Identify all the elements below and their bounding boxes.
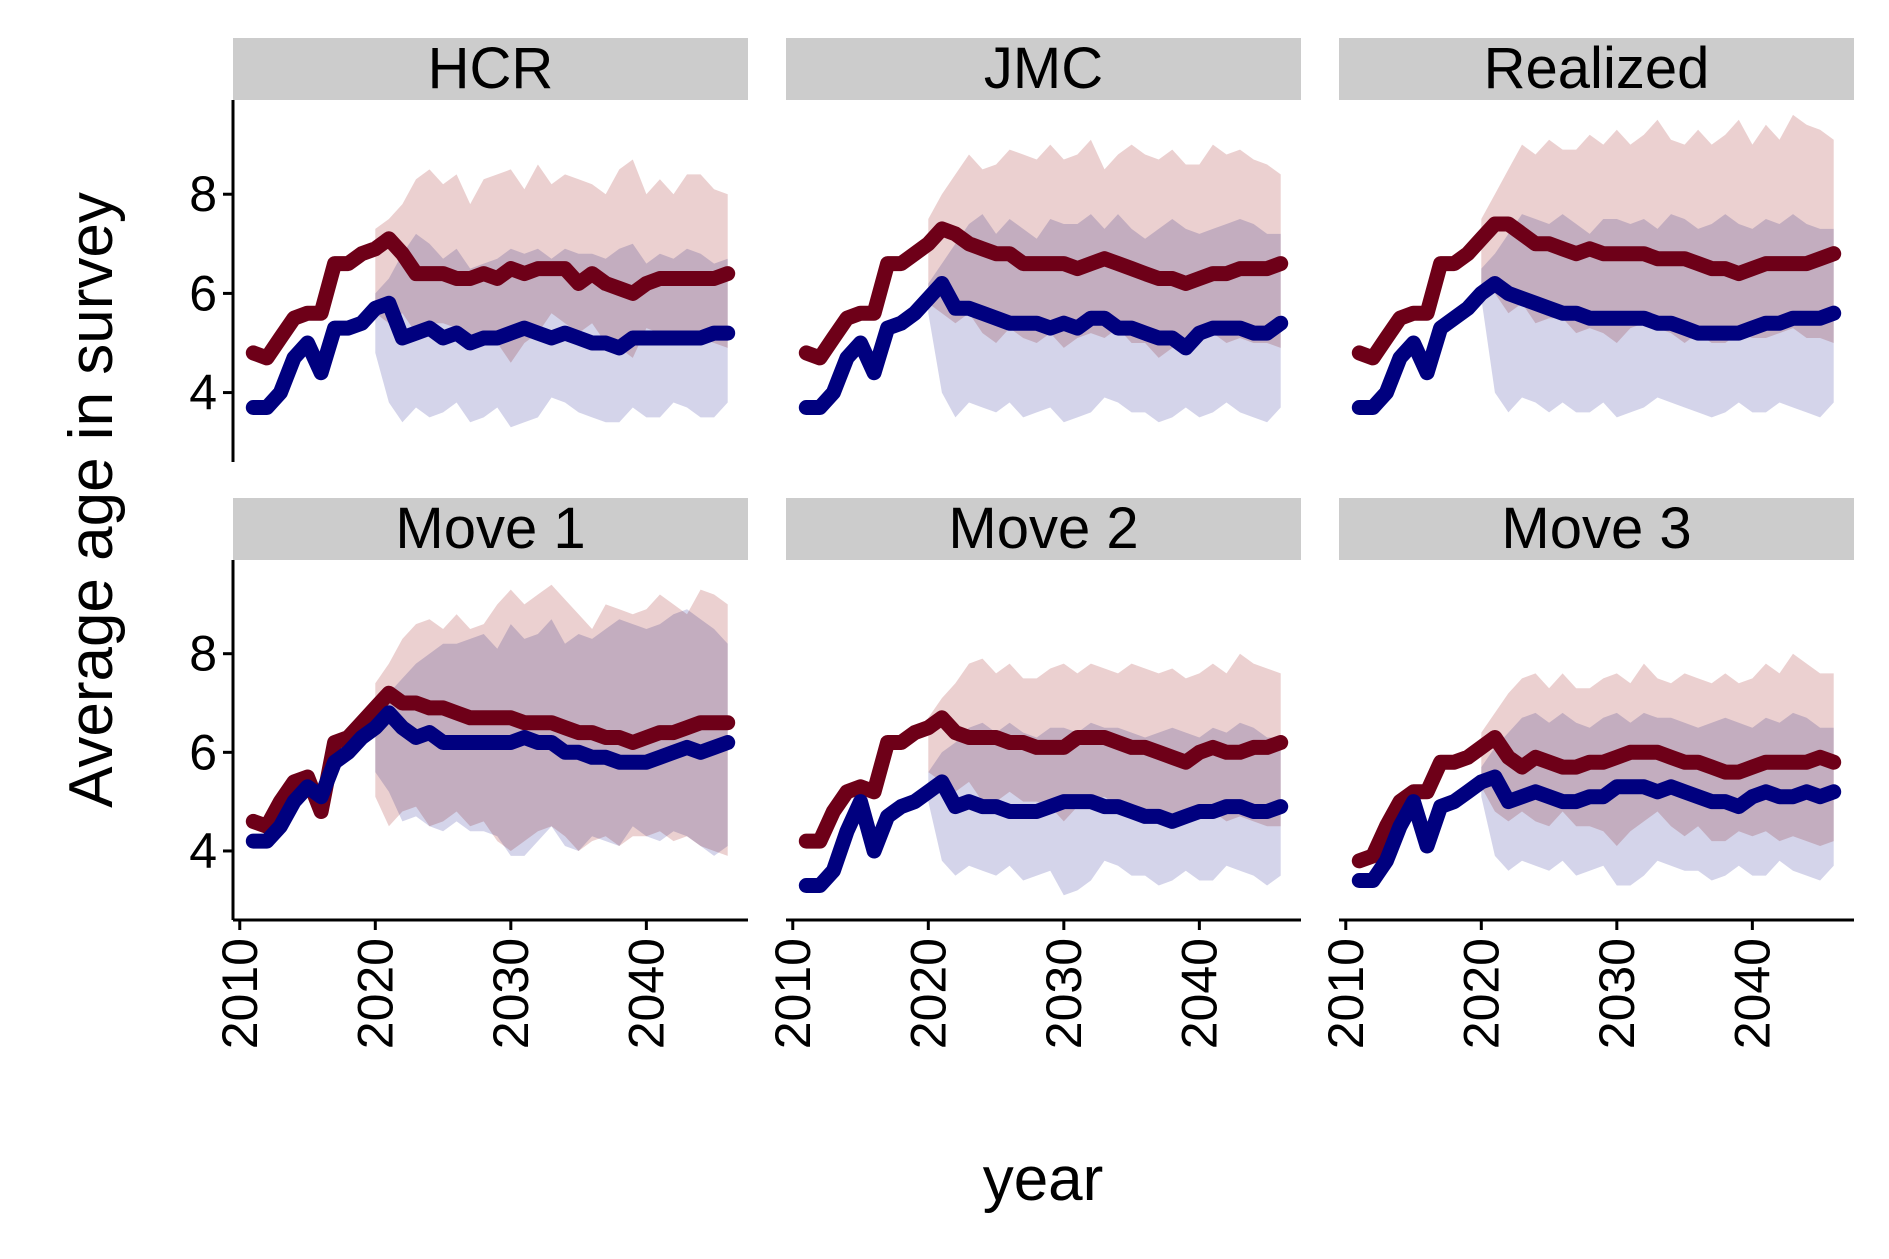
confidence-band [375, 609, 728, 856]
x-tick-label: 2030 [1589, 938, 1645, 1049]
facet-strip-label: Move 2 [948, 496, 1138, 561]
y-tick-label: 4 [189, 365, 217, 421]
series-line [1351, 769, 1842, 888]
facet-panel: HCR 4 6 8 [189, 36, 748, 462]
x-tick-label: 2030 [483, 938, 539, 1049]
facet-strip [1339, 498, 1854, 560]
facet-panel: JMC [786, 36, 1301, 423]
facet-strip [233, 38, 748, 100]
facet-panel: Move 1 4 6 8 2010 2020 2030 2040 [189, 496, 748, 1049]
facet-panel: Realized [1339, 36, 1854, 418]
facet-strip [1339, 38, 1854, 100]
x-tick-label: 2040 [618, 938, 674, 1049]
x-tick-label: 2020 [1453, 938, 1509, 1049]
x-tick-label: 2010 [765, 938, 821, 1049]
y-tick-label: 4 [189, 823, 217, 879]
x-axis-title: year [983, 1145, 1104, 1214]
y-tick-label: 6 [189, 265, 217, 321]
y-tick-label: 6 [189, 724, 217, 780]
facet-strip-label: JMC [984, 36, 1103, 101]
series-line [1351, 216, 1842, 366]
facet-strip-label: Move 1 [395, 496, 585, 561]
x-tick-label: 2010 [1318, 938, 1374, 1049]
series-line [245, 231, 736, 366]
facet-panel: Move 3 2010 2020 2030 2040 [1318, 496, 1854, 1049]
facet-strip [786, 38, 1301, 100]
series-line [245, 705, 736, 849]
y-tick-label: 8 [189, 166, 217, 222]
series-line [798, 710, 1289, 849]
series-line [245, 295, 736, 415]
y-tick-label: 8 [189, 626, 217, 682]
facet-strip-label: HCR [428, 36, 554, 101]
series-line [798, 276, 1289, 415]
x-tick-label: 2020 [900, 938, 956, 1049]
facet-strip-label: Move 3 [1501, 496, 1691, 561]
facet-strip [233, 498, 748, 560]
series-line [798, 774, 1289, 893]
facet-panel: Move 2 2010 2020 2030 2040 [765, 496, 1301, 1049]
x-tick-label: 2030 [1036, 938, 1092, 1049]
y-axis-title: Average age in survey [57, 192, 126, 808]
series-line [245, 685, 736, 834]
facet-strip-label: Realized [1484, 36, 1710, 101]
x-tick-label: 2040 [1724, 938, 1780, 1049]
series-line [1351, 730, 1842, 869]
series-line [798, 221, 1289, 366]
x-tick-label: 2040 [1171, 938, 1227, 1049]
x-tick-label: 2020 [347, 938, 403, 1049]
panels: HCR 4 6 8 JMC Realized Move 1 4 6 8 2010 2020 2030 20… [189, 36, 1854, 1049]
series-line [1351, 276, 1842, 415]
x-tick-label: 2010 [212, 938, 268, 1049]
facet-strip [786, 498, 1301, 560]
